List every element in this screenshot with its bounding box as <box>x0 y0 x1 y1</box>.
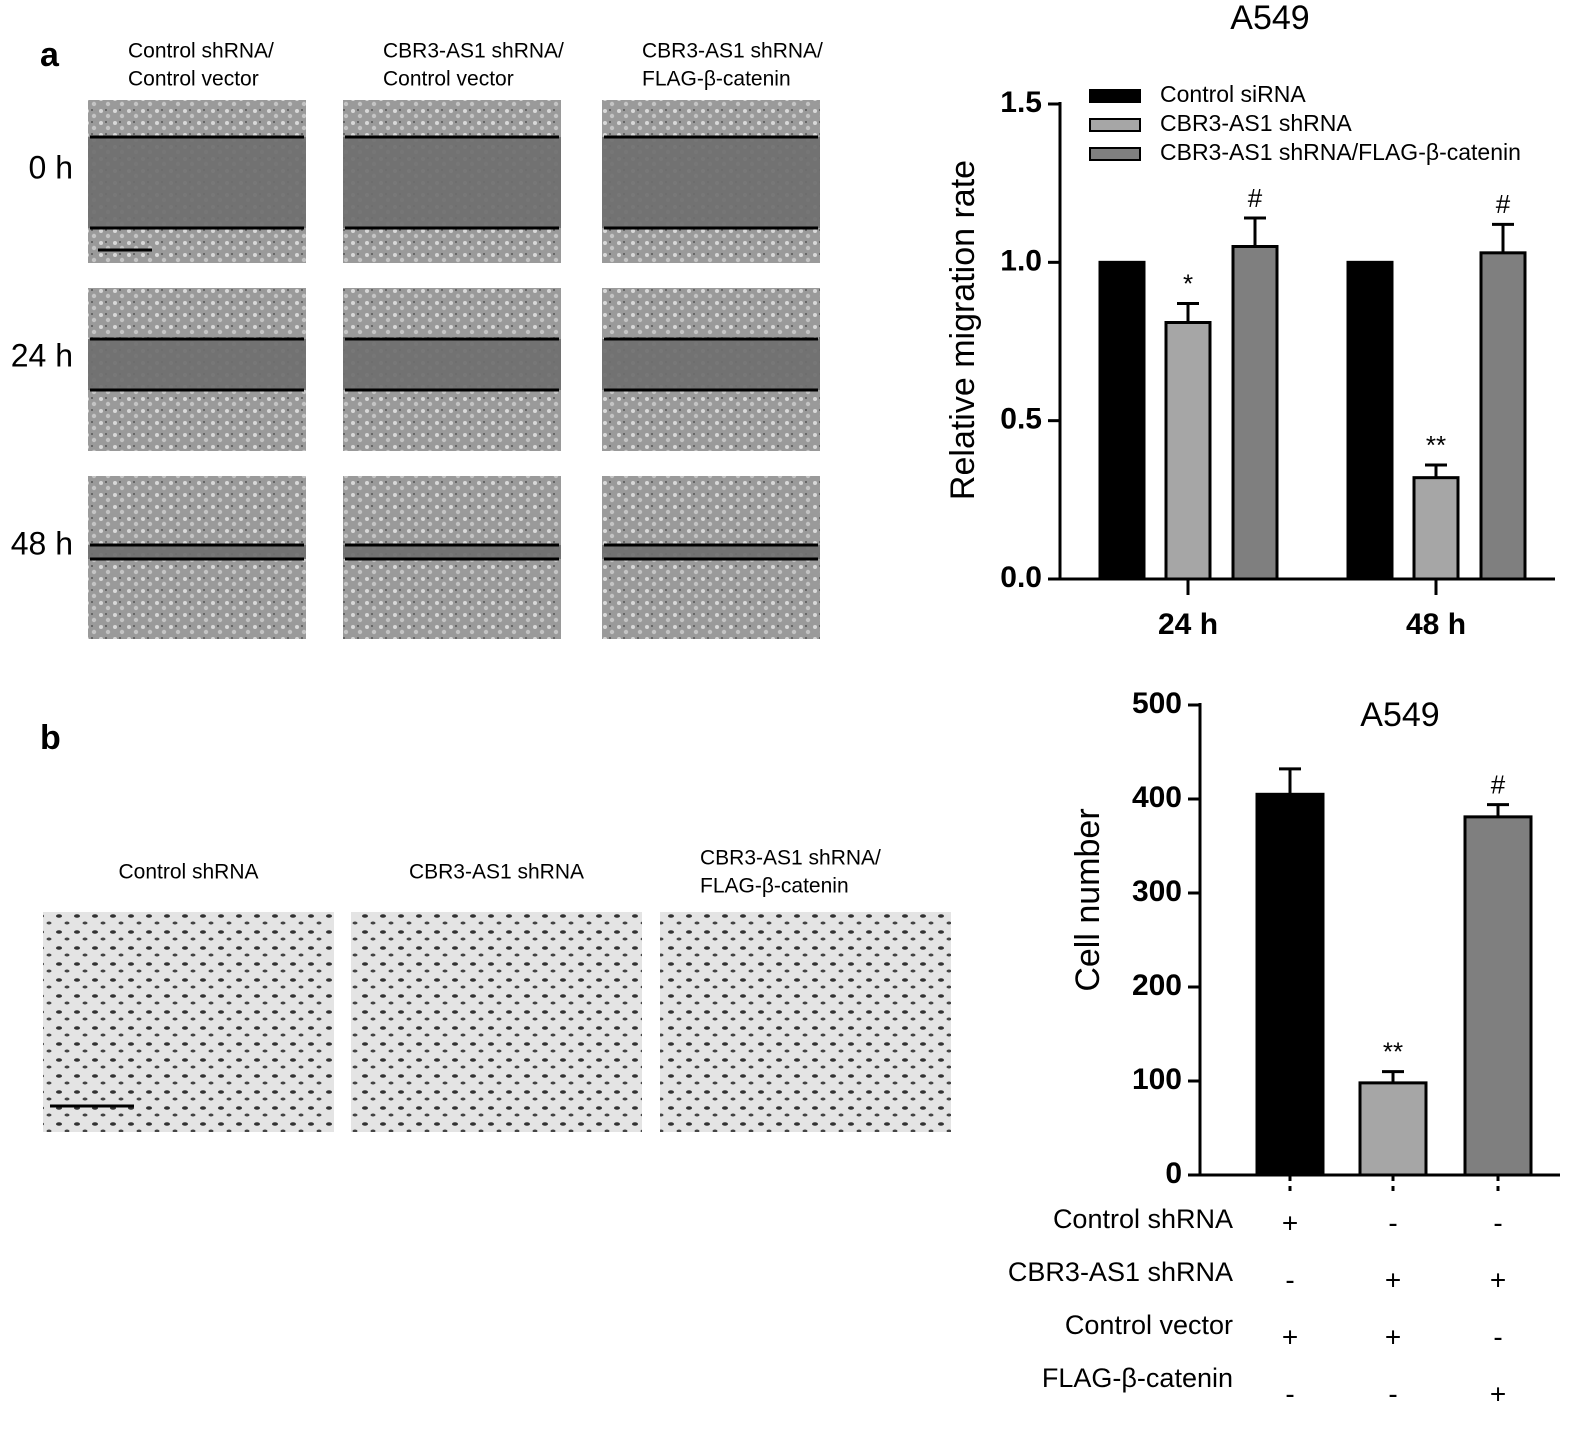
y-axis-label: Cell number <box>1069 808 1107 991</box>
bar <box>1358 1081 1428 1177</box>
condition-sign: - <box>1493 1321 1502 1352</box>
bar <box>1164 321 1212 581</box>
scratch-area <box>88 137 306 228</box>
chart-title: A549 <box>1230 0 1309 37</box>
condition-sign: + <box>1490 1378 1506 1409</box>
scratch-area <box>602 545 820 559</box>
condition-sign: + <box>1490 1264 1506 1295</box>
column-header: FLAG-β-catenin <box>642 68 791 91</box>
significance-mark: ** <box>1426 430 1446 460</box>
column-header: Control vector <box>383 68 514 91</box>
condition-label: Control vector <box>1065 1310 1233 1340</box>
y-tick-label: 200 <box>1132 969 1182 1002</box>
bar <box>1255 792 1325 1177</box>
row-label: 0 h <box>29 149 73 185</box>
significance-mark: * <box>1183 268 1193 298</box>
panel-label: b <box>40 719 61 757</box>
legend-swatch <box>1089 89 1141 103</box>
scratch-area <box>602 137 820 228</box>
significance-mark: # <box>1496 189 1511 219</box>
column-header: CBR3-AS1 shRNA/ <box>383 40 564 63</box>
column-header: FLAG-β-catenin <box>700 875 849 898</box>
condition-label: FLAG-β-catenin <box>1042 1363 1233 1393</box>
x-tick-label: 24 h <box>1158 608 1218 641</box>
bar <box>1463 815 1533 1177</box>
panel-label: a <box>40 36 60 74</box>
column-header: Control vector <box>128 68 259 91</box>
condition-label: Control shRNA <box>1053 1204 1233 1234</box>
legend-label: CBR3-AS1 shRNA/FLAG-β-catenin <box>1160 139 1521 165</box>
scratch-area <box>602 339 820 390</box>
significance-mark: # <box>1491 770 1506 800</box>
condition-sign: + <box>1282 1207 1298 1238</box>
legend-label: CBR3-AS1 shRNA <box>1160 110 1352 136</box>
row-label: 48 h <box>11 525 73 561</box>
column-header: Control shRNA <box>118 861 258 884</box>
scratch-area <box>88 339 306 390</box>
y-tick-label: 400 <box>1132 781 1182 814</box>
micrograph <box>43 912 334 1132</box>
condition-label: CBR3-AS1 shRNA <box>1008 1257 1233 1287</box>
legend-swatch <box>1089 147 1141 161</box>
scratch-area <box>88 545 306 559</box>
row-label: 24 h <box>11 337 73 373</box>
condition-sign: + <box>1385 1321 1401 1352</box>
legend-label: Control siRNA <box>1160 81 1306 107</box>
bar <box>1412 476 1460 581</box>
condition-sign: - <box>1388 1378 1397 1409</box>
significance-mark: ** <box>1383 1036 1403 1066</box>
column-header: CBR3-AS1 shRNA/ <box>642 40 823 63</box>
y-tick-label: 1.0 <box>1000 244 1042 277</box>
y-tick-label: 0.5 <box>1000 403 1042 436</box>
condition-sign: - <box>1388 1207 1397 1238</box>
micrograph <box>660 912 951 1132</box>
condition-sign: - <box>1493 1207 1502 1238</box>
condition-sign: - <box>1285 1264 1294 1295</box>
bar <box>1346 260 1394 581</box>
scratch-area <box>343 137 561 228</box>
y-tick-label: 0 <box>1165 1157 1182 1190</box>
chart-title: A549 <box>1360 696 1439 734</box>
column-header: CBR3-AS1 shRNA <box>409 861 584 884</box>
condition-sign: - <box>1285 1378 1294 1409</box>
legend-swatch <box>1089 118 1141 132</box>
y-tick-label: 1.5 <box>1000 86 1042 119</box>
significance-mark: # <box>1248 183 1263 213</box>
y-tick-label: 100 <box>1132 1063 1182 1096</box>
condition-sign: + <box>1385 1264 1401 1295</box>
column-header: CBR3-AS1 shRNA/ <box>700 847 881 870</box>
y-tick-label: 300 <box>1132 875 1182 908</box>
micrograph <box>351 912 642 1132</box>
y-axis-label: Relative migration rate <box>944 160 982 500</box>
bar <box>1231 245 1279 581</box>
scratch-area <box>343 545 561 559</box>
column-header: Control shRNA/ <box>128 40 274 63</box>
condition-sign: + <box>1282 1321 1298 1352</box>
bar <box>1098 260 1146 581</box>
y-tick-label: 0.0 <box>1000 561 1042 594</box>
scratch-area <box>343 339 561 390</box>
x-tick-label: 48 h <box>1406 608 1466 641</box>
bar <box>1479 251 1527 581</box>
y-tick-label: 500 <box>1132 687 1182 720</box>
